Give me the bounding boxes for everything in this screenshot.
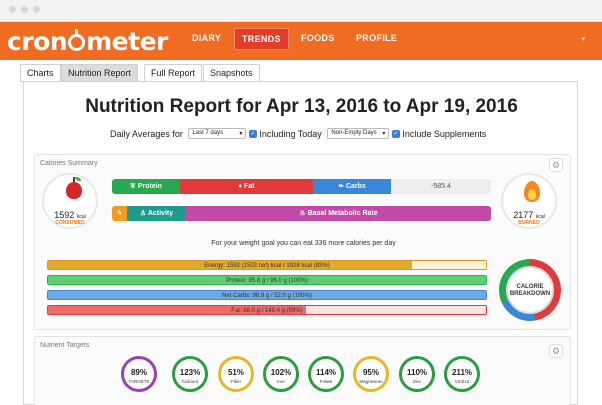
nutrient-targets-title: Nutrient Targets [40, 342, 90, 349]
consumed-value: 1592 [54, 210, 75, 220]
burned-unit: kcal [535, 214, 545, 220]
including-today-label: Including Today [259, 129, 322, 139]
nav-diary[interactable]: DIARY [192, 33, 222, 43]
burned-value: 2177 [513, 210, 534, 220]
window-minimize-button[interactable] [21, 6, 28, 13]
remaining-calories: -585.4 [391, 179, 491, 194]
nutrient-target-name: TARGETS [128, 379, 150, 384]
nav-trends[interactable]: TRENDS [234, 28, 289, 50]
nutrient-target-percent: 114% [315, 368, 337, 377]
calorie-breakdown-ring[interactable]: CALORIE BREAKDOWN [499, 259, 561, 321]
tab-full-report[interactable]: Full Report [144, 64, 203, 82]
nutrient-targets-panel: Nutrient Targets ⚙ 89% TARGETS 123% Calcium… [34, 336, 571, 405]
account-menu-chevron-down-icon[interactable]: ▾ [581, 36, 585, 43]
grain-icon: ❧ [338, 183, 346, 190]
nutrient-target-0[interactable]: 89% TARGETS [121, 356, 157, 392]
include-supplements-label: Include Supplements [402, 129, 487, 139]
calories-summary-title: Calories Summary [40, 160, 98, 167]
top-navigation: cron meter DIARY TRENDS FOODS PROFILE ▾ [0, 22, 602, 60]
net-carbs-target-bar[interactable]: Net Carbs: 98.9 g / 52.0 g (100%) [47, 290, 487, 300]
include-supplements-checkbox[interactable]: ✓ [391, 129, 400, 138]
protein-fill [48, 276, 486, 284]
person-icon: ♙ [139, 210, 148, 217]
flame-icon [524, 181, 540, 202]
calories-settings-gear-icon[interactable]: ⚙ [549, 158, 563, 172]
tab-snapshots[interactable]: Snapshots [203, 64, 260, 82]
including-today-checkbox[interactable]: ✓ [248, 129, 257, 138]
nutrient-target-1[interactable]: 123% Calcium [172, 356, 208, 392]
breakdown-label-1: CALORIE [516, 284, 544, 290]
consumed-unit: kcal [76, 214, 86, 220]
energy-target-bar[interactable]: Energy: 1592 (1503 net) kcal / 1928 kcal… [47, 260, 487, 270]
logo-apple-icon [68, 29, 86, 51]
nutrient-target-name: Magnesium [359, 379, 383, 384]
nutrient-target-name: Vit B12 [454, 379, 470, 384]
tab-charts[interactable]: Charts [20, 64, 61, 82]
report-options: Daily Averages for Last 7 days ▾ ✓ Includ… [110, 128, 487, 141]
app-logo[interactable]: cron meter [7, 27, 168, 56]
nutrient-target-percent: 95% [362, 368, 379, 377]
apple-icon [66, 177, 82, 199]
fat-target-bar[interactable]: Fat: 88.0 g / 148.4 g (59%) [47, 305, 487, 315]
exercise-segment[interactable]: ϟ [112, 206, 127, 221]
lightning-icon: ϟ [117, 210, 122, 217]
nutrient-target-percent: 102% [270, 368, 292, 377]
nutrient-target-name: Iron [277, 379, 285, 384]
nutrient-target-6[interactable]: 110% Zinc [399, 356, 435, 392]
leaf-icon: ❦ [130, 183, 138, 190]
consumed-label: CONSUMED [55, 220, 85, 226]
window-close-button[interactable] [9, 6, 16, 13]
basal-metabolic-rate-segment[interactable]: ♨ Basal Metabolic Rate [186, 206, 491, 221]
nutrient-target-percent: 110% [406, 368, 428, 377]
flame-small-icon: ♨ [299, 210, 308, 217]
nutrient-target-3[interactable]: 102% Iron [263, 356, 299, 392]
nutrient-target-4[interactable]: 114% Folate [308, 356, 344, 392]
days-select[interactable]: Non-Empty Days ▾ [327, 128, 390, 140]
fat-fill [48, 306, 307, 314]
nav-foods[interactable]: FOODS [301, 33, 335, 43]
burned-label: BURNED [518, 220, 540, 226]
nutrient-target-percent: 211% [451, 368, 473, 377]
breakdown-label-2: BREAKDOWN [509, 291, 551, 297]
activity-segment[interactable]: ♙ Activity [127, 206, 186, 221]
nutrient-target-name: Zinc [412, 379, 422, 384]
nav-profile[interactable]: PROFILE [356, 33, 398, 43]
tab-nutrition-report[interactable]: Nutrition Report [61, 64, 139, 82]
nutrient-target-5[interactable]: 95% Magnesium [353, 356, 389, 392]
window-maximize-button[interactable] [33, 6, 40, 13]
energy-fill [48, 261, 412, 269]
page-title: Nutrition Report for Apr 13, 2016 to Apr… [85, 96, 518, 117]
nutrition-report: Nutrition Report for Apr 13, 2016 to Apr… [23, 82, 578, 405]
nutrient-settings-gear-icon[interactable]: ⚙ [549, 344, 563, 358]
net-carbs-fill [48, 291, 486, 299]
tab-divider [20, 81, 578, 82]
nutrient-target-7[interactable]: 211% Vit B12 [444, 356, 480, 392]
window-titlebar [0, 0, 602, 22]
weight-goal-note: For your weight goal you can eat 336 mor… [211, 240, 396, 247]
nutrient-target-2[interactable]: 51% Fiber [218, 356, 254, 392]
range-select[interactable]: Last 7 days ▾ [188, 128, 247, 140]
daily-averages-label: Daily Averages for [110, 129, 183, 139]
calories-summary-panel: Calories Summary ⚙ 1592 kcal CONSUMED 21… [34, 154, 571, 330]
carbs-calories-segment[interactable]: ❧ Carbs [313, 179, 391, 194]
nutrient-target-percent: 123% [179, 368, 201, 377]
drop-icon: ♦ [238, 183, 245, 190]
calories-burned-circle: 2177 kcal BURNED [501, 173, 557, 229]
protein-target-bar[interactable]: Protein: 95.8 g / 96.0 g (100%) [47, 275, 487, 285]
nutrient-target-name: Folate [319, 379, 333, 384]
calories-consumed-circle: 1592 kcal CONSUMED [42, 173, 98, 229]
nutrient-target-percent: 89% [130, 368, 147, 377]
fat-calories-segment[interactable]: ♦ Fat [180, 179, 313, 194]
nutrient-target-name: Calcium [181, 379, 199, 384]
nutrient-target-percent: 51% [227, 368, 244, 377]
protein-calories-segment[interactable]: ❦ Protein [112, 179, 180, 194]
nutrient-target-name: Fiber [230, 379, 242, 384]
